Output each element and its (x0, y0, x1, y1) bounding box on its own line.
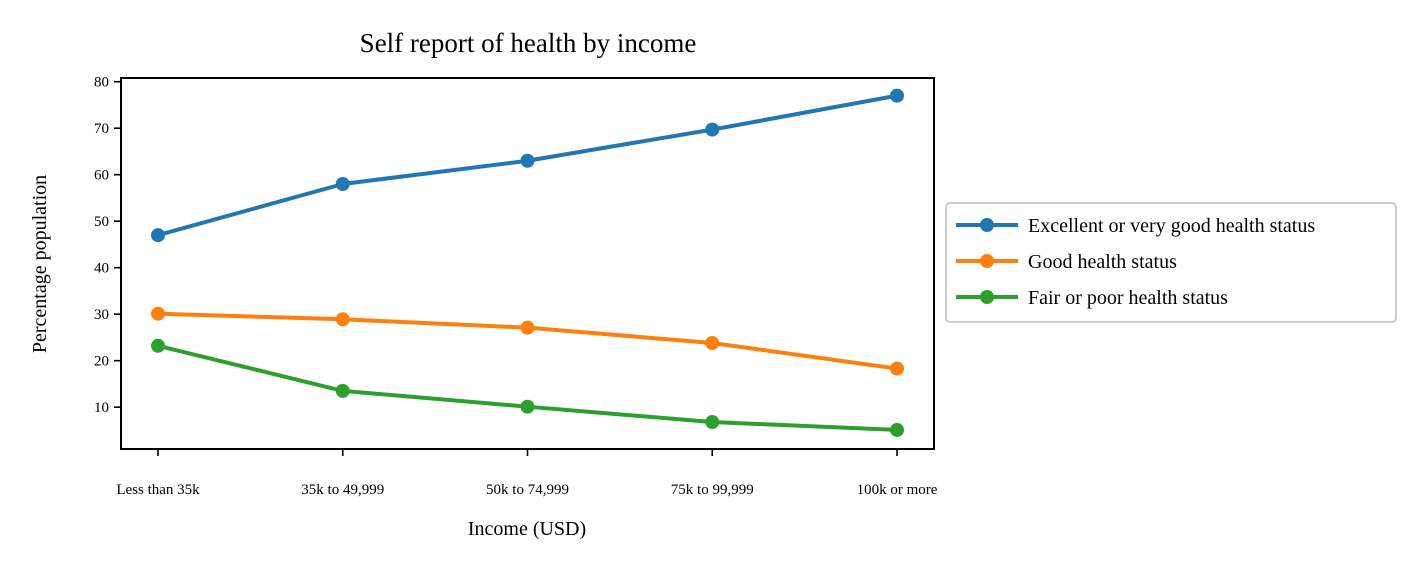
y-tick-label: 30 (94, 307, 109, 323)
y-tick-label: 80 (94, 75, 109, 91)
plot-frame (120, 77, 935, 450)
x-tick-label: 75k to 99,999 (671, 482, 754, 498)
data-point (705, 415, 720, 430)
data-point (520, 399, 535, 414)
x-tick-label: 50k to 74,999 (486, 482, 569, 498)
data-point (335, 383, 350, 398)
series-line-3 (155, 343, 900, 433)
y-tick-label: 70 (94, 121, 109, 137)
legend-label: Good health status (1028, 251, 1177, 273)
data-point (151, 338, 165, 353)
x-tick-label: 100k or more (857, 482, 938, 498)
y-tick-label: 50 (94, 214, 109, 230)
data-point (705, 336, 720, 350)
data-point (520, 320, 535, 335)
data-point (335, 177, 350, 191)
legend-marker (980, 290, 994, 304)
legend-label: Excellent or very good health status (1028, 215, 1315, 237)
data-point (705, 122, 720, 137)
data-point (890, 422, 904, 437)
legend-marker (980, 218, 994, 232)
data-point (520, 153, 535, 168)
legend-box (945, 202, 1397, 323)
y-axis: 10 20 30 40 50 60 70 80 (94, 75, 121, 416)
data-point (890, 361, 904, 376)
x-tick-label: 35k to 49,999 (301, 482, 384, 498)
plot-area (151, 88, 904, 437)
legend-marker (980, 254, 994, 268)
chart-title: Self report of health by income (360, 28, 697, 58)
y-tick-label: 20 (94, 354, 109, 370)
legend-label: Fair or poor health status (1028, 287, 1228, 309)
y-tick-label: 10 (94, 400, 109, 416)
y-axis-label: Percentage population (29, 175, 51, 353)
x-axis: Less than 35k 35k to 49,999 50k to 74,999 7… (116, 449, 938, 498)
data-point (151, 306, 165, 321)
data-point (335, 312, 350, 327)
data-point (890, 88, 904, 103)
legend: Excellent or very good health status Good… (945, 202, 1397, 323)
y-tick-label: 60 (94, 168, 109, 184)
data-point (151, 228, 165, 243)
x-axis-label: Income (USD) (468, 518, 586, 540)
y-tick-label: 40 (94, 261, 109, 277)
x-tick-label: Less than 35k (116, 482, 200, 498)
